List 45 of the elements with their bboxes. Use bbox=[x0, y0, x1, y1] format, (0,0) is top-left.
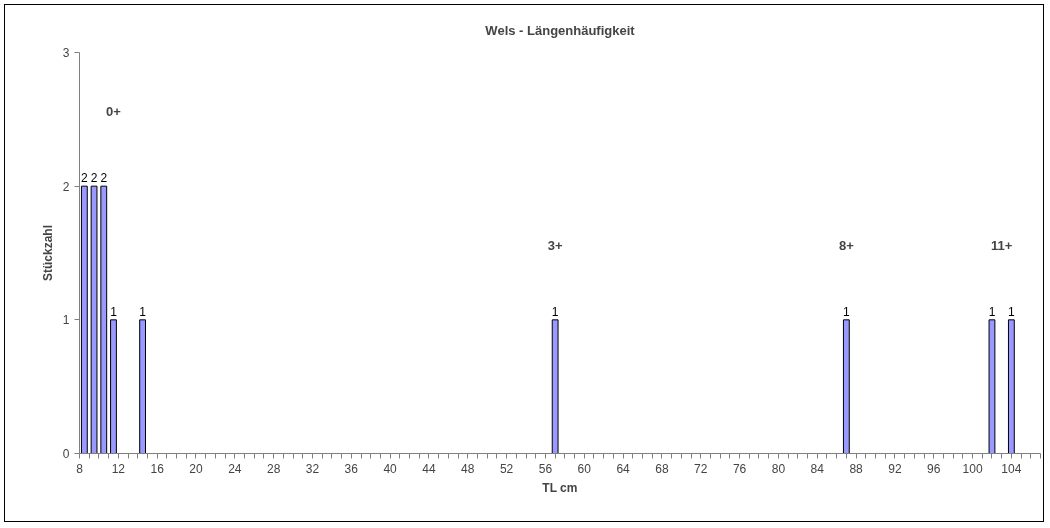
x-tick-label: 8 bbox=[76, 461, 84, 476]
x-tick-label: 88 bbox=[849, 461, 864, 476]
x-tick-label: 92 bbox=[888, 461, 902, 476]
x-tick-label: 36 bbox=[344, 461, 359, 476]
x-tick-label: 24 bbox=[228, 461, 242, 476]
x-tick-label: 52 bbox=[499, 461, 514, 476]
chart-title: Wels - Längenhäufigkeit bbox=[485, 22, 636, 38]
x-tick-label: 44 bbox=[422, 461, 436, 476]
x-tick-label: 28 bbox=[266, 461, 281, 476]
data-label: 1 bbox=[110, 304, 118, 319]
x-tick-label: 68 bbox=[655, 461, 669, 476]
y-axis-title: Stückzahl bbox=[40, 224, 55, 282]
data-label: 1 bbox=[139, 304, 147, 319]
data-label: 2 bbox=[90, 171, 98, 186]
annotation: 3+ bbox=[547, 237, 563, 253]
data-label: 2 bbox=[81, 171, 89, 186]
annotation: 11+ bbox=[991, 237, 1013, 253]
x-tick-label: 72 bbox=[694, 461, 708, 476]
x-tick-label: 48 bbox=[461, 461, 475, 476]
x-tick-label: 56 bbox=[538, 461, 553, 476]
y-tick-label: 0 bbox=[62, 447, 70, 461]
x-tick-label: 60 bbox=[577, 461, 592, 476]
x-tick-label: 40 bbox=[383, 461, 398, 476]
y-tick-label: 2 bbox=[62, 179, 70, 194]
x-tick-label: 76 bbox=[732, 461, 747, 476]
x-tick-label: 16 bbox=[150, 461, 165, 476]
annotation: 0+ bbox=[106, 104, 122, 120]
data-label: 1 bbox=[988, 304, 996, 319]
x-tick-label: 104 bbox=[1001, 461, 1022, 476]
x-tick-label: 100 bbox=[962, 461, 983, 476]
data-label: 1 bbox=[1008, 304, 1016, 319]
data-label: 2 bbox=[100, 171, 108, 186]
x-tick-label: 12 bbox=[111, 461, 126, 476]
x-axis-title: TL cm bbox=[542, 480, 578, 495]
x-tick-label: 96 bbox=[927, 461, 941, 476]
x-tick-label: 20 bbox=[189, 461, 203, 476]
data-label: 1 bbox=[843, 304, 851, 319]
data-label: 1 bbox=[551, 304, 559, 319]
x-tick-label: 84 bbox=[810, 461, 825, 476]
x-tick-label: 80 bbox=[771, 461, 786, 476]
y-tick-label: 1 bbox=[62, 313, 70, 328]
y-tick-label: 3 bbox=[62, 46, 70, 60]
x-tick-label: 32 bbox=[305, 461, 320, 476]
annotation: 8+ bbox=[838, 237, 855, 253]
x-tick-label: 64 bbox=[616, 461, 631, 476]
